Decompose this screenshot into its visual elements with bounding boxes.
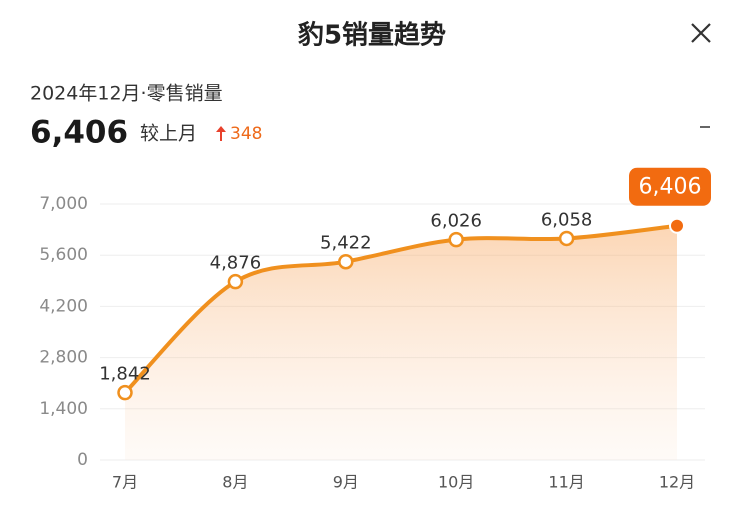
point — [117, 384, 133, 401]
value-label: 6,406 — [639, 175, 702, 200]
big-value: 6,406 — [30, 115, 128, 151]
x-tick-label: 9月 — [333, 473, 359, 492]
value-label: 5,422 — [320, 233, 372, 254]
change-value: 348 — [230, 124, 262, 144]
x-tick-label: 12月 — [659, 473, 695, 492]
point — [669, 217, 685, 234]
point — [227, 273, 244, 290]
point — [338, 253, 354, 270]
title: 豹5销量趋势 — [297, 20, 446, 51]
close-button[interactable] — [691, 23, 711, 43]
x-tick-label: 7月 — [112, 473, 138, 492]
x-tick-label: 11月 — [548, 473, 584, 492]
line — [123, 223, 679, 395]
area — [125, 225, 677, 460]
x-tick-label: 8月 — [222, 473, 248, 492]
compare-label: 较上月 — [140, 123, 197, 145]
y-tick-label: 1,400 — [39, 399, 88, 419]
up-arrow — [216, 126, 226, 141]
y-tick-label: 0 — [77, 450, 88, 470]
value-label: 6,058 — [541, 209, 593, 230]
point — [448, 231, 464, 248]
subtitle: 2024年12月·零售销量 — [30, 83, 223, 105]
y-tick-label: 4,200 — [39, 296, 88, 316]
y-tick-label: 7,000 — [39, 194, 88, 214]
value-label-box — [629, 167, 711, 206]
value-label: 6,026 — [430, 211, 482, 232]
point — [558, 230, 575, 247]
value-label: 4,876 — [210, 253, 262, 274]
x-tick-label: 10月 — [438, 473, 474, 492]
value-label: 1,842 — [99, 364, 151, 385]
y-tick-label: 2,800 — [39, 348, 88, 368]
y-tick-label: 5,600 — [39, 245, 88, 265]
